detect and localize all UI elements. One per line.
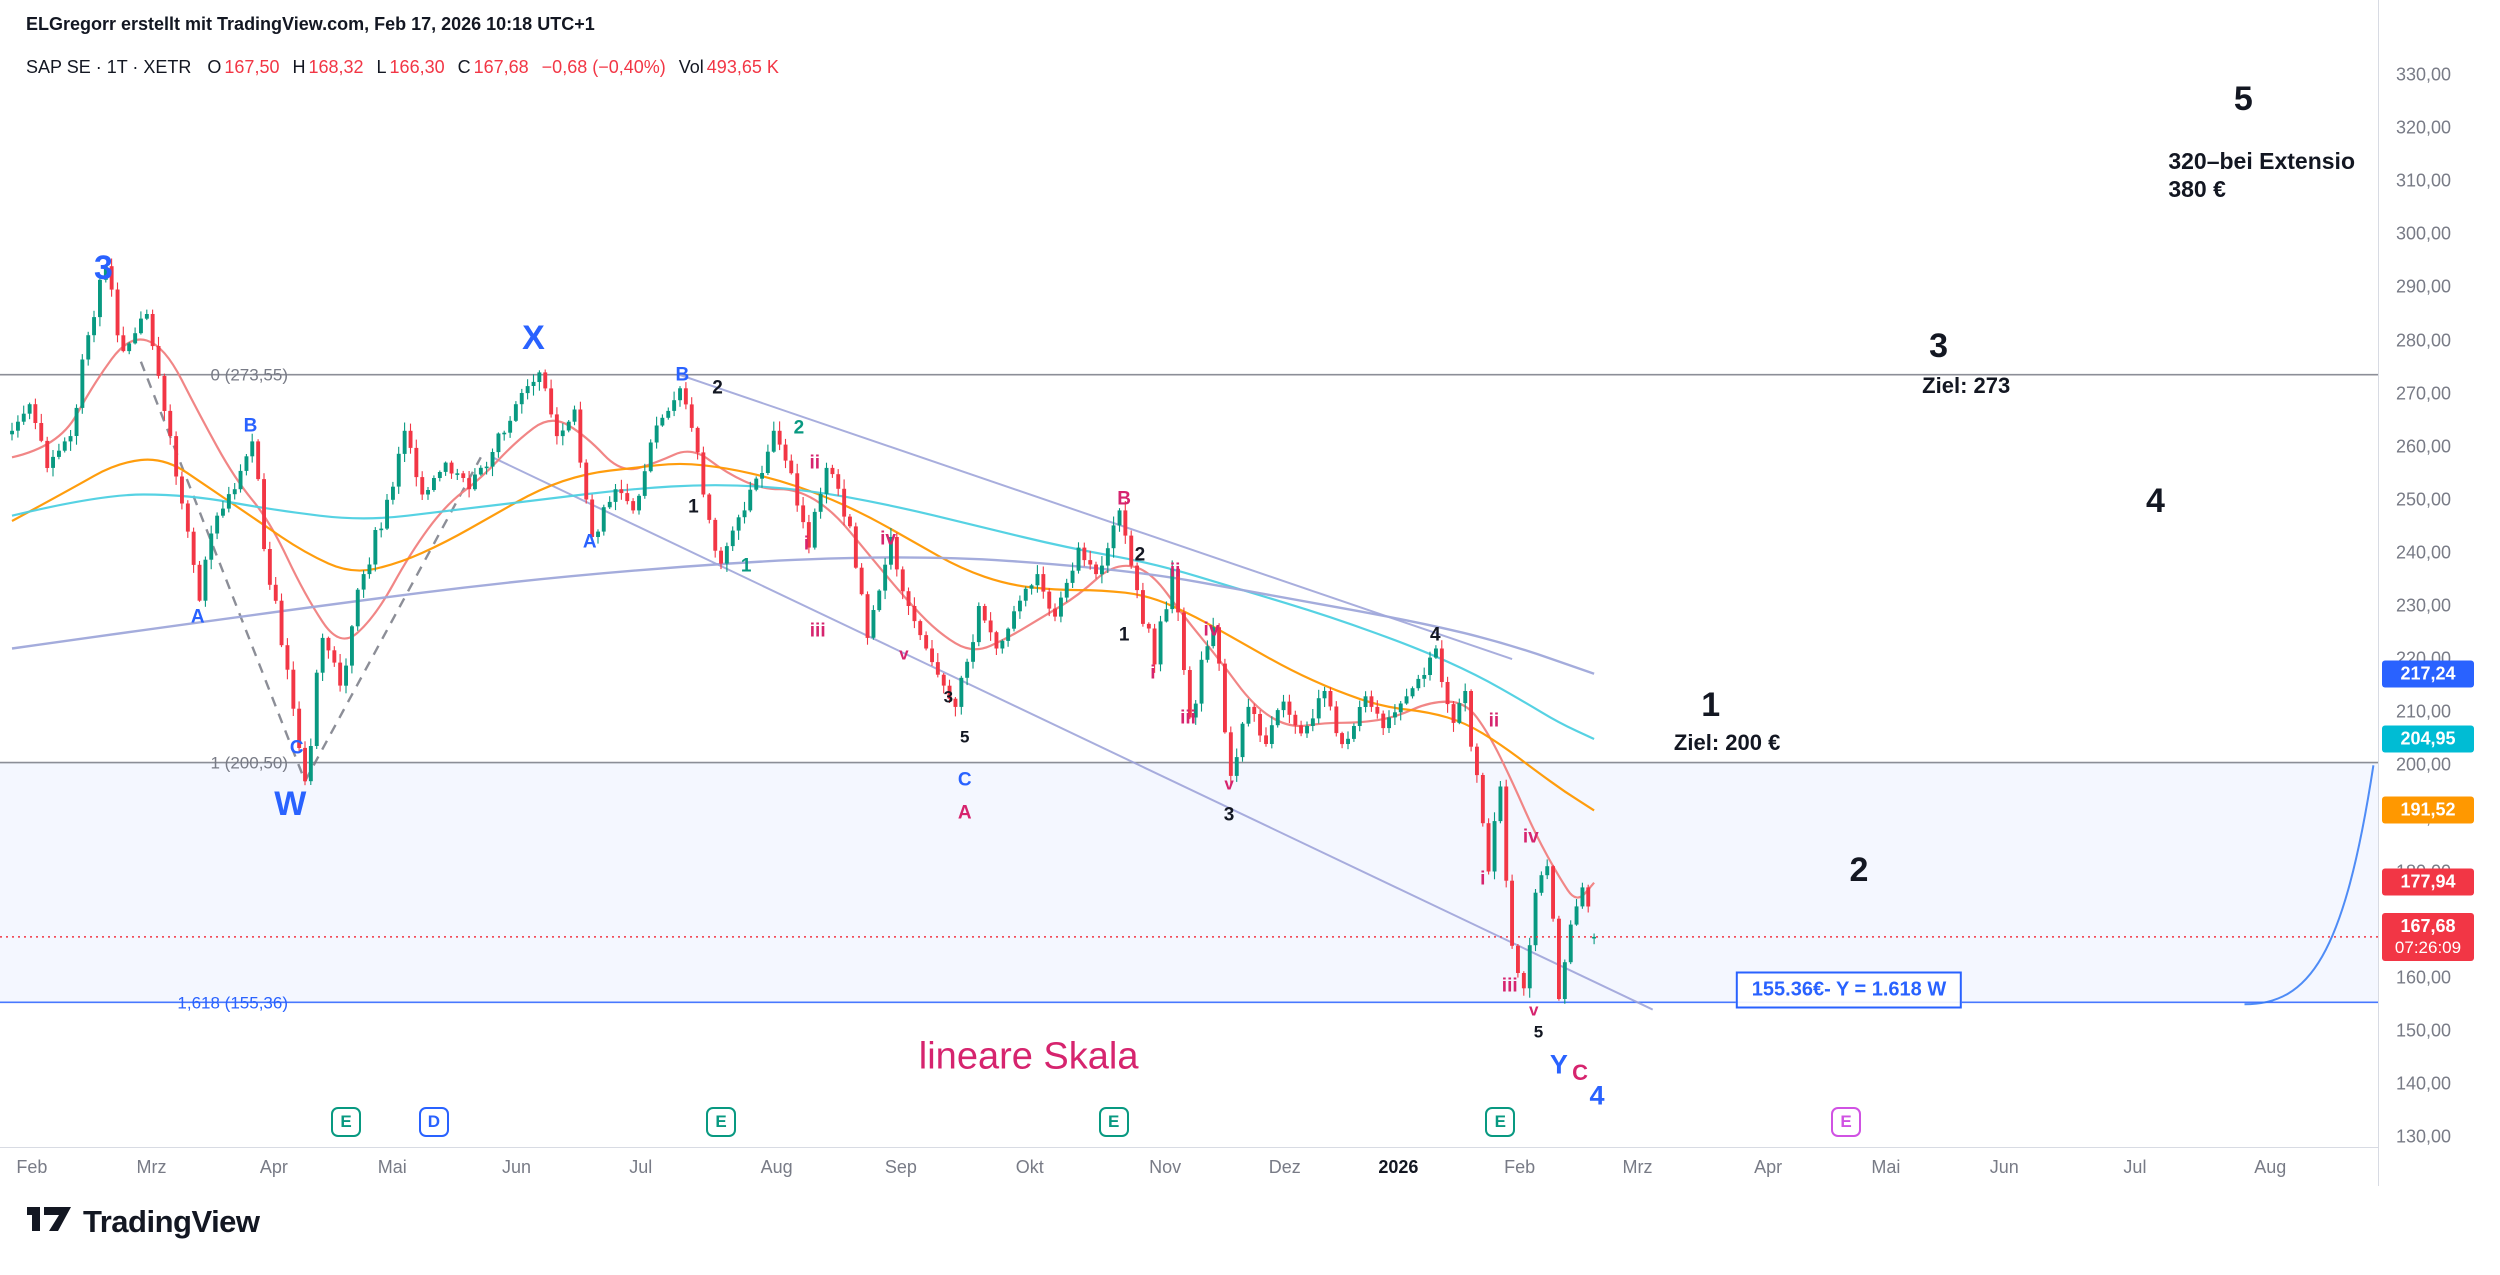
tradingview-logo-icon[interactable] — [26, 1203, 72, 1240]
ohlc-field: −0,68 (−0,40%) — [541, 57, 666, 77]
time-axis-label: Mrz — [136, 1157, 167, 1177]
ohlc-values: O 167,50 H 168,32 L 166,30 C 167,68 −0,68 (−0,40… — [207, 57, 778, 78]
time-axis-label: Okt — [1015, 1157, 1044, 1177]
time-axis-label: Feb — [1504, 1157, 1536, 1177]
time-axis-label: Aug — [760, 1157, 793, 1177]
candles-group — [10, 258, 1596, 1004]
earnings-marker[interactable]: E — [1831, 1107, 1862, 1137]
earnings-marker[interactable]: E — [1098, 1107, 1129, 1137]
price-tick: 140,00 — [2396, 1073, 2452, 1094]
indicator-price-tag: 177,94 — [2382, 868, 2474, 896]
fib-label: 1 (200,50) — [211, 754, 289, 773]
trend-line — [492, 456, 1654, 1011]
symbol-title: SAP SE · 1T · XETR — [26, 57, 192, 77]
current-price-tag: 167,68 07:26:09 — [2382, 912, 2474, 961]
time-axis-label: Sep — [884, 1157, 917, 1177]
fib-label: 0 (273,55) — [211, 366, 289, 385]
time-axis-label: Jun — [502, 1157, 532, 1177]
time-axis-label: Aug — [2254, 1157, 2287, 1177]
time-axis-label: Mai — [377, 1157, 407, 1177]
time-axis-label: Jun — [1989, 1157, 2019, 1177]
trend-line — [303, 456, 482, 782]
price-tick: 260,00 — [2396, 436, 2452, 457]
dividend-marker[interactable]: D — [418, 1107, 449, 1137]
ohlc-field: L 166,30 — [376, 57, 445, 77]
time-axis-label: Mai — [1871, 1157, 1901, 1177]
time-axis-label: Apr — [259, 1157, 288, 1177]
time-axis-label: Dez — [1268, 1157, 1301, 1177]
price-tick: 300,00 — [2396, 223, 2452, 244]
time-axis-label: Mrz — [1622, 1157, 1653, 1177]
price-scale[interactable]: 330,00 320,00 310,00 300,00 290,00 280,00 270,… — [2378, 0, 2500, 1186]
indicator-price-tag: 191,52 — [2382, 796, 2474, 824]
price-tick: 310,00 — [2396, 170, 2452, 191]
ohlc-field: H 168,32 — [292, 57, 364, 77]
attribution-text: ELGregorr erstellt mit TradingView.com, … — [26, 14, 595, 34]
fib-label: 1,618 (155,36) — [177, 993, 288, 1012]
price-tick: 290,00 — [2396, 276, 2452, 297]
time-axis-label: 2026 — [1378, 1157, 1419, 1177]
earnings-marker[interactable]: E — [331, 1107, 361, 1137]
time-scale[interactable]: Feb Mrz Apr Mai Jun Jul Aug Sep Okt Nov Dez 2026 Feb… — [0, 1147, 2378, 1186]
tradingview-logo-text[interactable]: TradingView — [83, 1203, 260, 1239]
ohlc-field: C 167,68 — [457, 57, 529, 77]
fib-band — [0, 762, 2378, 1003]
indicator-price-tag: 217,24 — [2382, 660, 2474, 688]
price-tick: 130,00 — [2396, 1126, 2452, 1147]
trend-line — [139, 361, 307, 782]
ma-line-MA200 — [11, 556, 1595, 675]
price-tick: 320,00 — [2396, 117, 2452, 138]
earnings-marker[interactable]: E — [706, 1107, 737, 1137]
time-axis-label: Feb — [16, 1157, 48, 1177]
ma-line-MA100 — [11, 484, 1595, 740]
ma-line-MA20 — [11, 338, 1595, 899]
time-axis-label: Jul — [629, 1157, 653, 1177]
ohlc-field: Vol 493,65 K — [678, 57, 779, 77]
time-axis-label: Apr — [1754, 1157, 1783, 1177]
earnings-marker[interactable]: E — [1485, 1107, 1516, 1137]
time-axis-label: Jul — [2123, 1157, 2147, 1177]
price-chart-canvas[interactable]: 0 (273,55) 1 (200,50) 1,618 (155,36) — [0, 0, 2378, 1147]
ohlc-field: O 167,50 — [207, 57, 280, 77]
price-tick: 150,00 — [2396, 1020, 2452, 1041]
price-tick: 330,00 — [2396, 64, 2452, 85]
price-tick: 270,00 — [2396, 383, 2452, 404]
price-tick: 230,00 — [2396, 595, 2452, 616]
time-axis-label: Nov — [1149, 1157, 1182, 1177]
price-tick: 280,00 — [2396, 330, 2452, 350]
projection-curve — [2244, 765, 2375, 1006]
indicator-price-tag: 204,95 — [2382, 725, 2474, 753]
trend-line — [679, 374, 1513, 661]
price-tick: 160,00 — [2396, 967, 2452, 988]
price-tick: 240,00 — [2396, 542, 2452, 563]
footer: TradingView — [26, 1203, 260, 1240]
price-tick: 250,00 — [2396, 489, 2452, 510]
symbol-info-bar: SAP SE · 1T · XETR O 167,50 H 168,32 L 166,30… — [26, 57, 779, 78]
price-tick: 210,00 — [2396, 701, 2452, 722]
price-tick: 200,00 — [2396, 754, 2452, 775]
